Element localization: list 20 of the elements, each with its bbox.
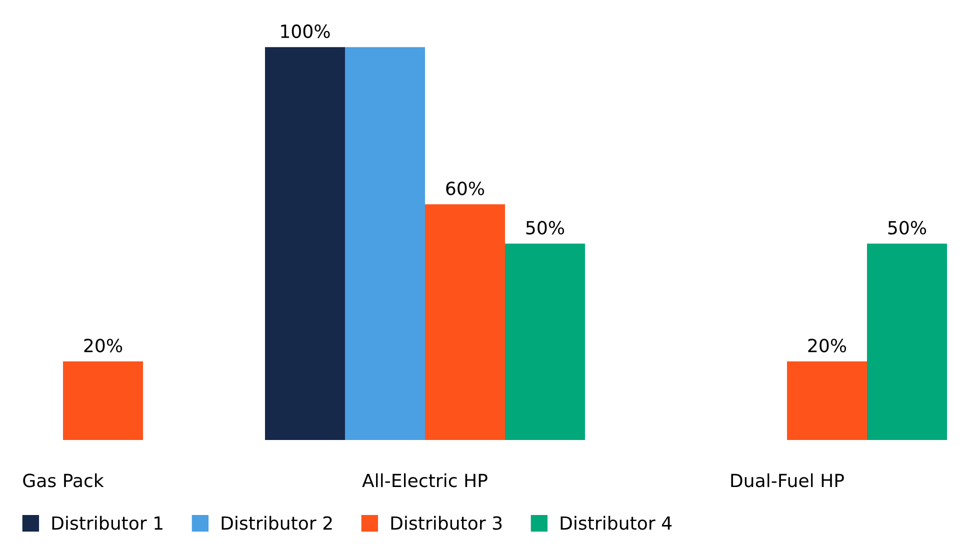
data-label: 100% bbox=[281, 24, 330, 38]
bar bbox=[265, 47, 345, 440]
legend-label: Distributor 3 bbox=[391, 516, 502, 530]
x-tick-label: Gas Pack bbox=[23, 473, 104, 488]
legend-label: Distributor 1 bbox=[52, 516, 162, 530]
bar bbox=[505, 244, 585, 440]
bar bbox=[787, 361, 867, 440]
data-label: 60% bbox=[446, 182, 484, 196]
data-label: 20% bbox=[808, 338, 846, 352]
legend-label: Distributor 2 bbox=[222, 516, 332, 530]
bar bbox=[867, 244, 947, 440]
x-tick-label: Dual-Fuel HP bbox=[731, 473, 844, 488]
bar bbox=[425, 204, 505, 440]
x-tick-label: All-Electric HP bbox=[362, 473, 488, 488]
bar bbox=[63, 361, 143, 440]
data-label: 50% bbox=[888, 220, 926, 235]
legend-label: Distributor 4 bbox=[560, 516, 672, 530]
bar bbox=[345, 47, 425, 440]
data-label: 20% bbox=[84, 338, 122, 352]
data-label: 50% bbox=[526, 220, 564, 235]
